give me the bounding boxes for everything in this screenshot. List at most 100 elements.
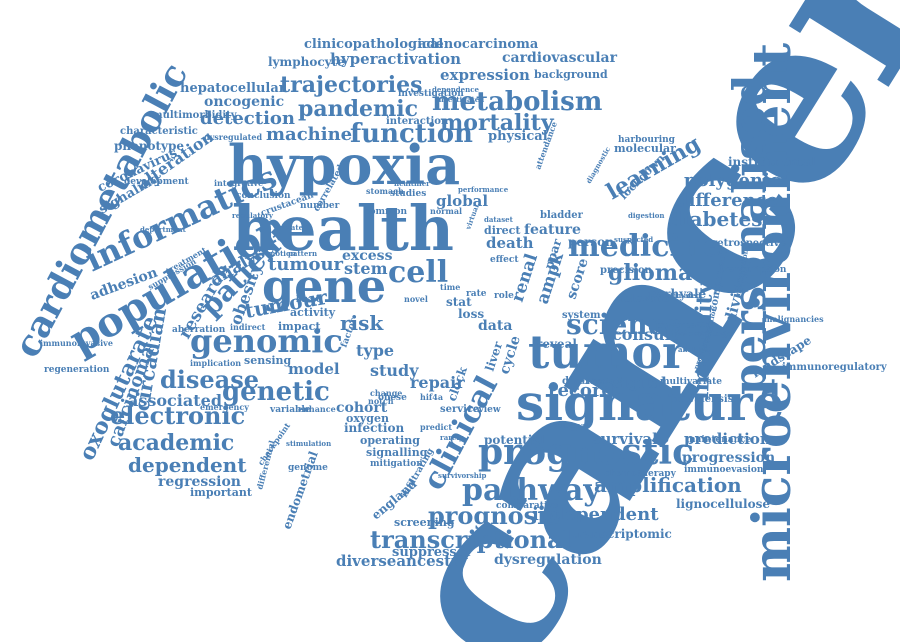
- word-regression: regression: [158, 474, 241, 490]
- word-rate: rate: [466, 289, 487, 299]
- word-signalling: signalling: [366, 446, 428, 459]
- word-cohort: cohort: [336, 400, 388, 416]
- word-metabolism: metabolism: [432, 87, 602, 117]
- word-suspected: suspected: [614, 235, 653, 244]
- word-lymphocyte: lymphocyte: [268, 55, 345, 69]
- word-background: background: [534, 68, 608, 81]
- word-stimulation: stimulation: [286, 439, 331, 448]
- word-pancreatic: pancreatic: [656, 321, 710, 331]
- word-infection: infection: [344, 421, 404, 435]
- word-transcriptional: transcriptional: [370, 525, 572, 554]
- word-precision: precision: [600, 265, 653, 276]
- word-potential: potential: [484, 433, 545, 447]
- word-direct: direct: [484, 224, 521, 237]
- word-oxygen: oxygen: [346, 412, 389, 425]
- word-health: health: [232, 192, 454, 265]
- word-associated: associated: [128, 391, 222, 410]
- word-amplification: amplification: [594, 473, 742, 497]
- word-emergency: emergency: [200, 402, 249, 412]
- word-pattern: pattern: [288, 249, 317, 258]
- word-expression: expression: [440, 66, 530, 84]
- word-consult: consult: [612, 325, 679, 344]
- word-system: system: [562, 310, 601, 321]
- word-aberration: aberration: [172, 325, 226, 335]
- word-endometrial: endometrial: [280, 449, 321, 531]
- word-prediction: prediction: [684, 430, 771, 448]
- word-comparative: comparative: [496, 501, 559, 511]
- word-immunoinvasive: immunoinvasive: [40, 338, 113, 348]
- word-bladder: bladder: [540, 210, 584, 221]
- word-polygenic: polygenic: [684, 170, 781, 191]
- word-estimated: estimated: [662, 291, 701, 300]
- word-related: related: [280, 223, 308, 232]
- word-dysregulation: dysregulation: [494, 552, 602, 568]
- word-electronic: electronic: [110, 401, 245, 430]
- word-inflammatory: inflammatory: [676, 329, 729, 338]
- word-conclusion: conclusion: [236, 191, 291, 201]
- word-trajectories: trajectories: [280, 72, 423, 98]
- word-dependence: dependence: [432, 85, 479, 94]
- word-phenotype: phenotype: [114, 139, 184, 153]
- word-regeneration: regeneration: [44, 365, 110, 375]
- word-hyperactivation: hyperactivation: [330, 50, 461, 68]
- word-risk: risk: [340, 311, 384, 335]
- word-obese: obese: [378, 393, 407, 403]
- word-differential: differential: [254, 439, 277, 490]
- word-disease: disease: [160, 365, 259, 394]
- word-suppressor: suppressor: [392, 545, 472, 560]
- word-genetic: genetic: [222, 377, 330, 407]
- word-hawaiensis: hawaiensis: [672, 394, 734, 405]
- word-hypoxia: hypoxia: [228, 133, 460, 197]
- word-stem: stem: [344, 259, 388, 278]
- word-gene: gene: [262, 259, 386, 313]
- word-tumor: tumor: [528, 325, 687, 379]
- word-time: time: [440, 282, 460, 292]
- word-global: global: [436, 192, 488, 210]
- word-activity: activity: [290, 306, 336, 319]
- word-crosstalk: crosstalk: [582, 376, 623, 386]
- word-physical: physical: [488, 129, 548, 144]
- word-genome: genome: [288, 463, 328, 473]
- word-role: role: [494, 291, 514, 301]
- word-motion: motion: [268, 249, 296, 258]
- word-screening: screening: [394, 516, 455, 529]
- word-investigated: investigated: [436, 95, 484, 104]
- word-malignancies: malignancies: [764, 314, 824, 324]
- word-enhance: enhance: [298, 404, 336, 414]
- word-normal: normal: [430, 206, 462, 216]
- word-diverse: diverse: [562, 376, 602, 387]
- word-survivorship: survivorship: [438, 471, 487, 480]
- word-personalised: personalised: [723, 74, 776, 395]
- word-science: science: [566, 308, 682, 341]
- word-diabetes: diabetes: [668, 207, 762, 231]
- word-lignocellulose: lignocellulose: [676, 497, 770, 511]
- word-model: model: [288, 360, 340, 378]
- word-oncogenic: oncogenic: [204, 94, 284, 110]
- word-pandemic: pandemic: [298, 96, 418, 122]
- word-molecular: molecular: [614, 142, 676, 155]
- word-dataset: dataset: [484, 215, 514, 224]
- word-rarely: rarely: [440, 433, 464, 442]
- word-mortality: mortality: [440, 110, 555, 136]
- word-department: department: [140, 225, 187, 234]
- word-variable: variable: [269, 405, 311, 415]
- word-loss: loss: [458, 307, 484, 321]
- word-stomach: stomach: [366, 186, 404, 196]
- word-academic: academic: [118, 430, 234, 456]
- word-repair: repair: [410, 373, 465, 392]
- word-prognosis: prognosis: [428, 501, 560, 530]
- word-additional: additional: [548, 421, 588, 430]
- word-transcription: transcription: [720, 265, 787, 275]
- word-number: number: [300, 201, 340, 211]
- word-transcriptomic: transcriptomic: [572, 527, 672, 541]
- word-reveal: reveal: [536, 337, 577, 351]
- word-regulatory: regulatory: [232, 211, 274, 220]
- word-change: change: [370, 388, 402, 398]
- word-important: important: [190, 486, 253, 499]
- word-indirect: indirect: [230, 322, 266, 332]
- word-operating: operating: [360, 434, 420, 447]
- word-survival: survival: [592, 430, 658, 448]
- word-difference: difference: [676, 190, 778, 211]
